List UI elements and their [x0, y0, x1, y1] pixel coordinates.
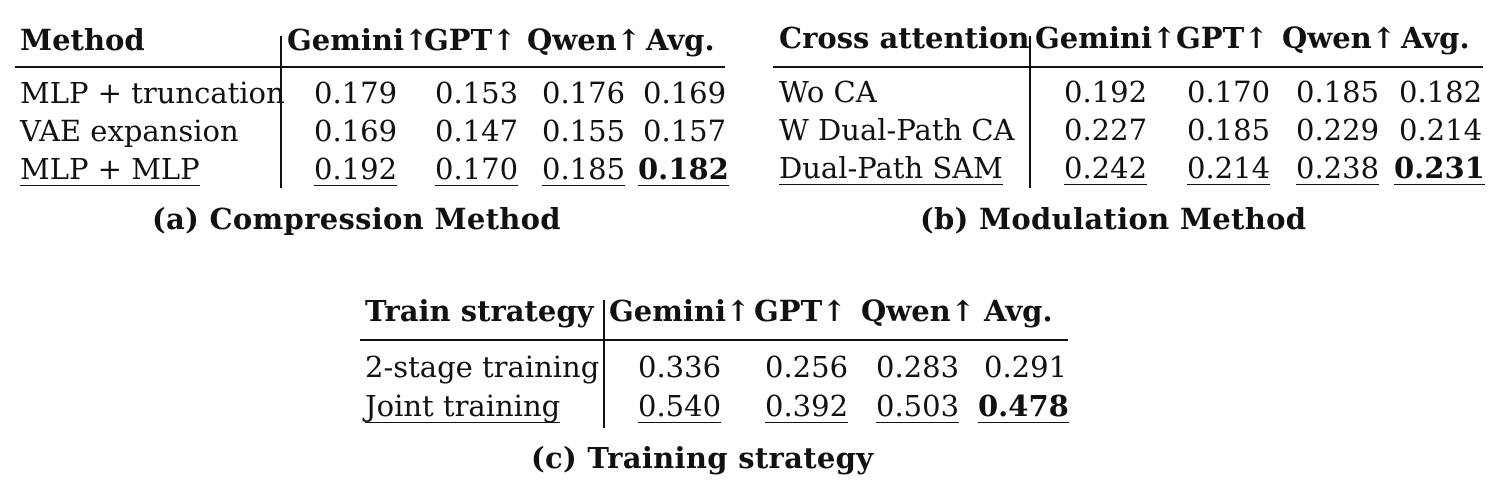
cell-gpt: 0.185 [1187, 113, 1271, 147]
cell-qwen: 0.503 [876, 389, 960, 423]
cell-gemini: 0.192 [1064, 75, 1148, 109]
top-rule [773, 66, 1483, 68]
cell-qwen: 0.283 [876, 350, 960, 384]
header-gpt: GPT↑ [754, 294, 847, 328]
top-rule [360, 339, 1068, 341]
cell-gemini: 0.192 [314, 152, 398, 186]
cell-qwen: 0.185 [1296, 75, 1380, 109]
cell-qwen: 0.185 [542, 152, 626, 186]
row-label: VAE expansion [20, 114, 239, 148]
header-avg: Avg. [646, 23, 715, 57]
cell-gemini: 0.227 [1064, 113, 1148, 147]
column-divider [280, 36, 282, 188]
row-label: 2-stage training [365, 350, 600, 384]
cell-avg: 0.214 [1399, 113, 1483, 147]
cell-gpt: 0.256 [765, 350, 849, 384]
header-avg: Avg. [984, 294, 1053, 328]
cell-avg: 0.478 [978, 389, 1069, 423]
header-gemini: Gemini↑ [609, 294, 751, 328]
cell-qwen: 0.155 [542, 114, 626, 148]
top-rule [15, 66, 725, 68]
cell-gpt: 0.214 [1187, 151, 1271, 185]
cell-gemini: 0.169 [314, 114, 398, 148]
row-label: W Dual-Path CA [779, 113, 1015, 147]
caption-a: (a) Compression Method [152, 202, 561, 236]
cell-gemini: 0.179 [314, 76, 398, 110]
cell-gpt: 0.392 [765, 389, 849, 423]
cell-gpt: 0.170 [435, 152, 519, 186]
header-qwen: Qwen↑ [1282, 21, 1397, 55]
header-avg: Avg. [1401, 21, 1470, 55]
cell-avg: 0.291 [984, 350, 1068, 384]
caption-b: (b) Modulation Method [920, 202, 1307, 236]
cell-gemini: 0.540 [638, 389, 722, 423]
cell-qwen: 0.176 [542, 76, 626, 110]
column-divider [603, 300, 605, 428]
column-divider [1029, 36, 1031, 188]
row-label: Joint training [365, 389, 561, 423]
row-label: Wo CA [779, 75, 877, 109]
cell-gemini: 0.242 [1064, 151, 1148, 185]
header-cross-attention: Cross attention [779, 21, 1030, 55]
header-gemini: Gemini↑ [1035, 21, 1177, 55]
cell-avg: 0.182 [638, 152, 729, 186]
header-qwen: Qwen↑ [527, 23, 642, 57]
cell-avg: 0.157 [643, 114, 727, 148]
cell-avg: 0.231 [1394, 151, 1485, 185]
cell-qwen: 0.229 [1296, 113, 1380, 147]
header-gemini: Gemini↑ [287, 23, 429, 57]
caption-c: (c) Training strategy [531, 441, 874, 475]
header-train-strategy: Train strategy [365, 294, 594, 328]
cell-avg: 0.182 [1399, 75, 1483, 109]
cell-avg: 0.169 [643, 76, 727, 110]
cell-gpt: 0.170 [1187, 75, 1271, 109]
cell-qwen: 0.238 [1296, 151, 1380, 185]
row-label: MLP + MLP [20, 152, 200, 186]
cell-gpt: 0.153 [435, 76, 519, 110]
header-method: Method [20, 23, 145, 57]
row-label: MLP + truncation [20, 76, 285, 110]
cell-gpt: 0.147 [435, 114, 519, 148]
header-qwen: Qwen↑ [861, 294, 976, 328]
cell-gemini: 0.336 [638, 350, 722, 384]
header-gpt: GPT↑ [1176, 21, 1269, 55]
header-gpt: GPT↑ [424, 23, 517, 57]
row-label: Dual-Path SAM [779, 151, 1003, 185]
